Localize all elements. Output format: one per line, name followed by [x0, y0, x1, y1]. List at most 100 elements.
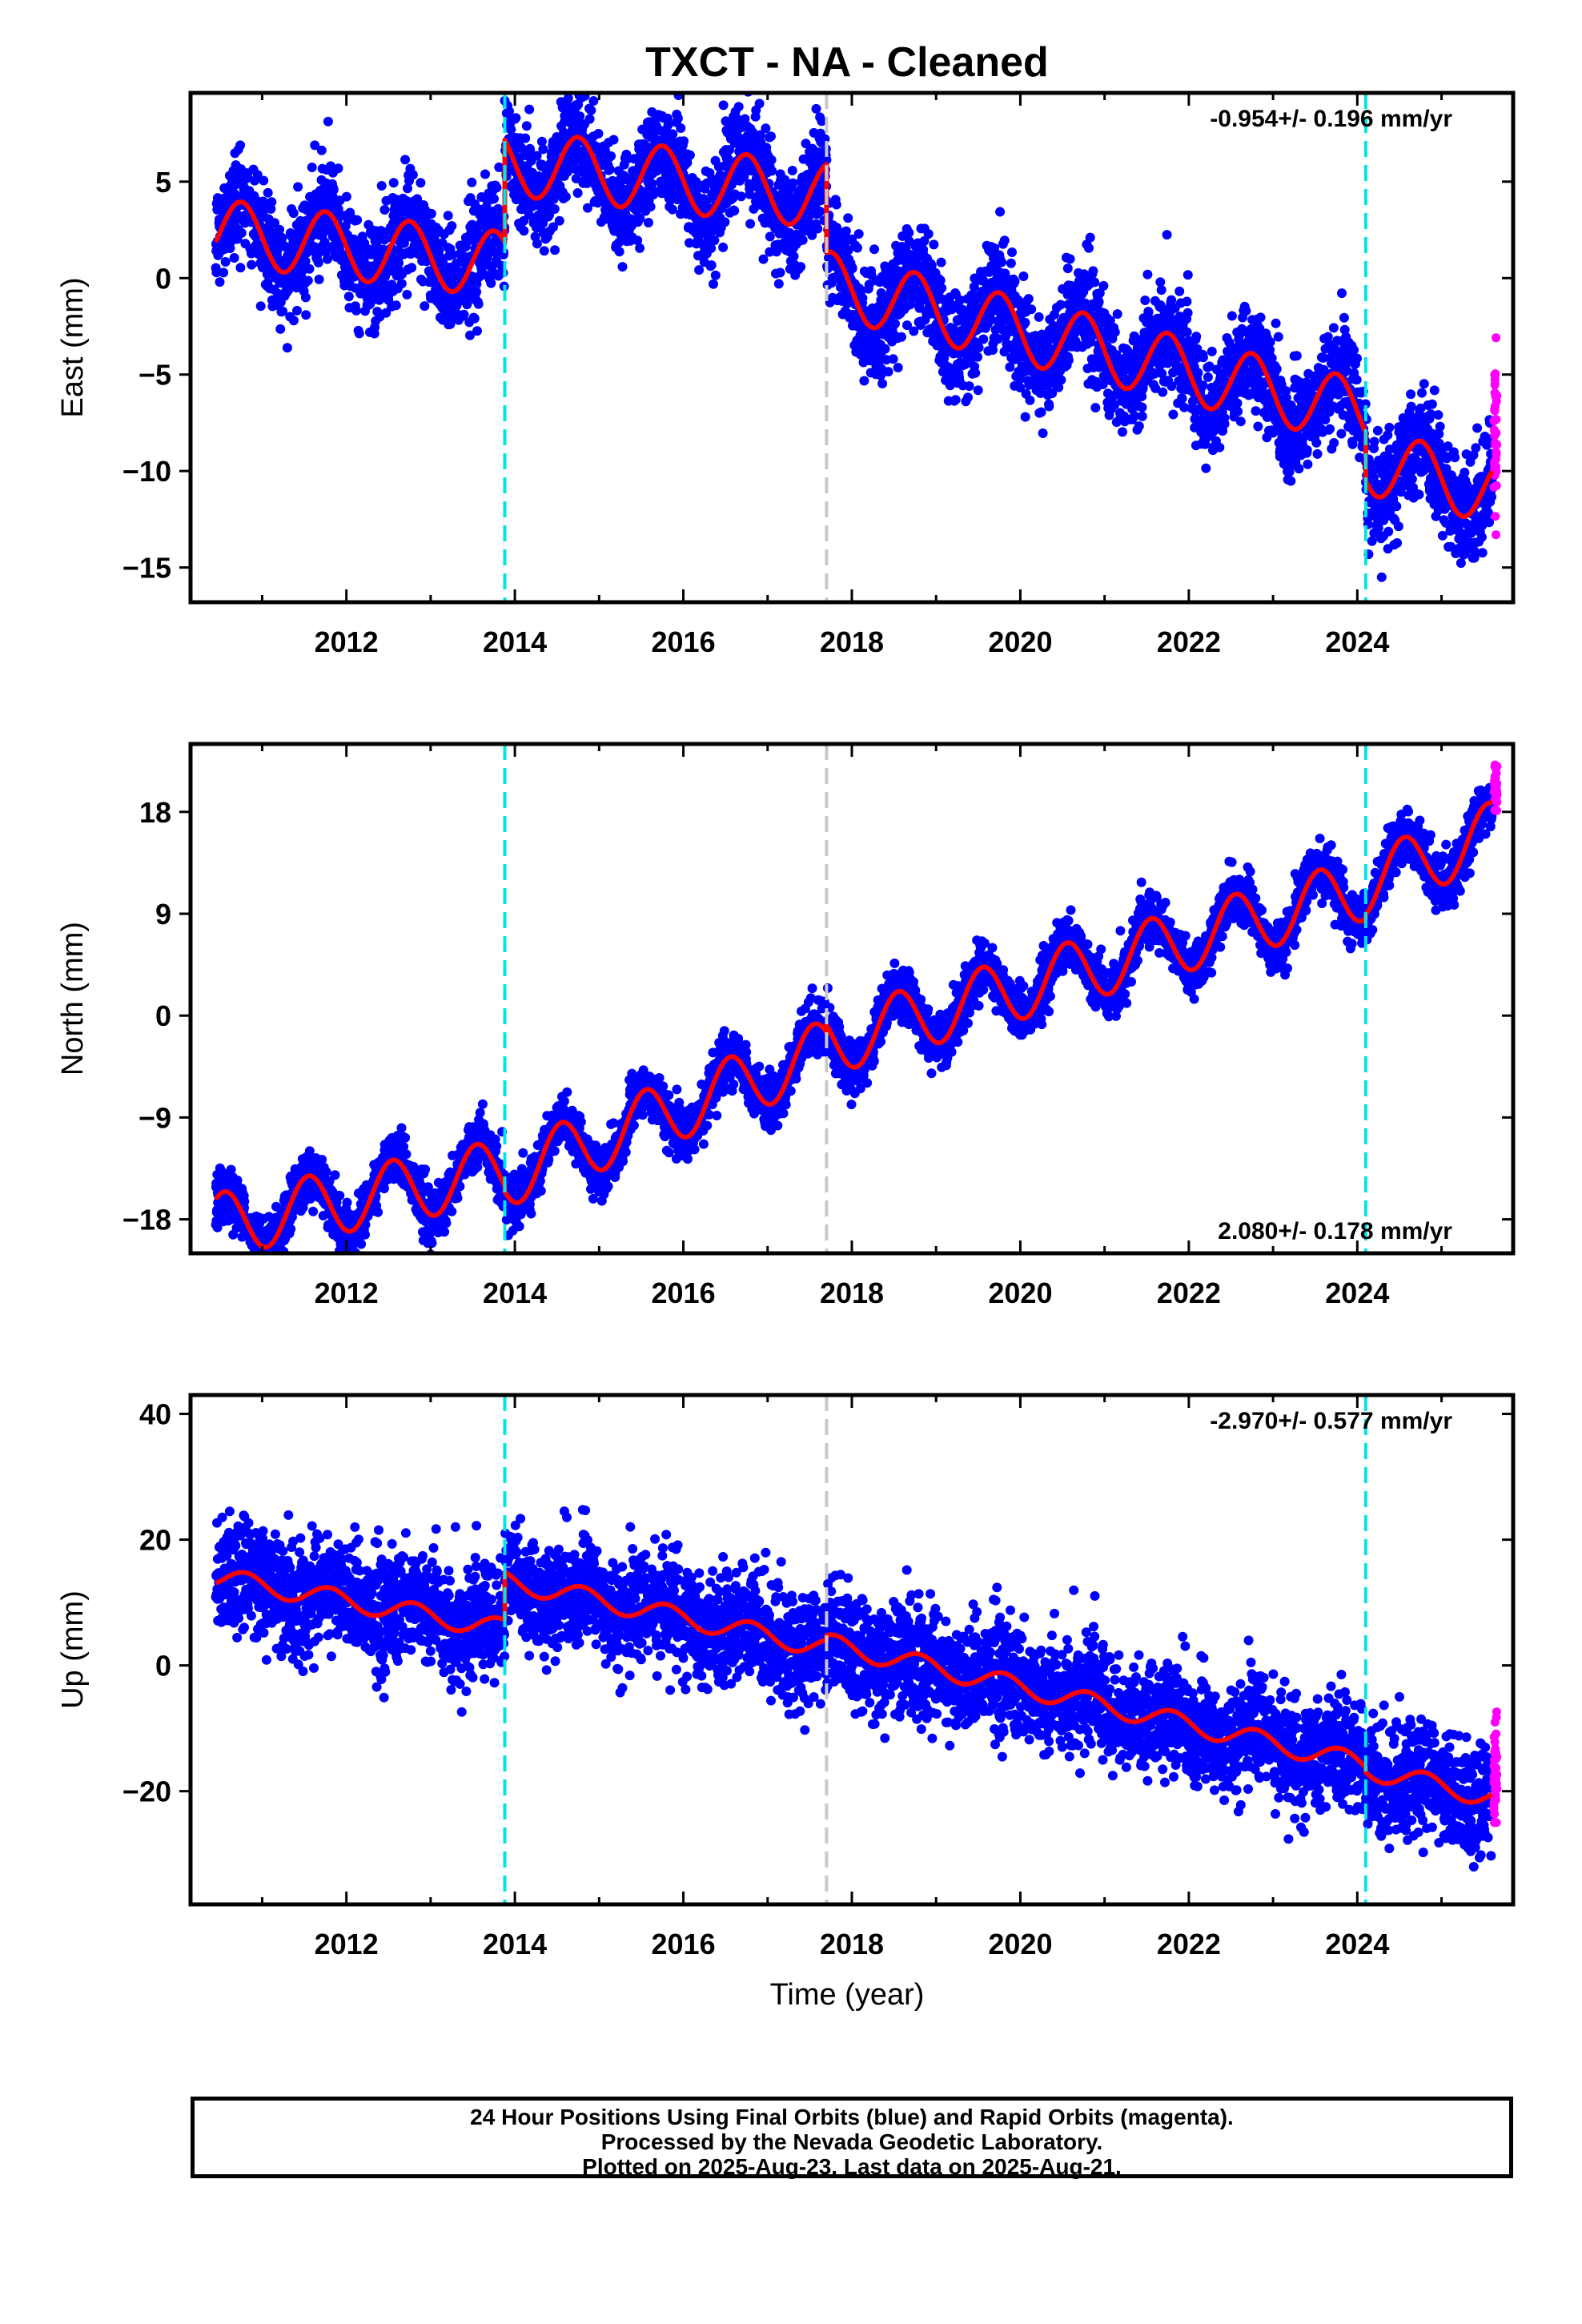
east-point: [323, 254, 332, 264]
east-point: [970, 368, 981, 378]
east-point: [817, 116, 827, 127]
east-point: [765, 247, 775, 257]
east-point: [811, 103, 821, 114]
east-point: [1038, 428, 1048, 438]
east-point: [426, 208, 436, 219]
east-point: [1271, 318, 1281, 328]
east-point: [548, 222, 558, 232]
east-point: [796, 262, 806, 272]
east-point: [668, 204, 677, 215]
east-point: [270, 218, 279, 228]
east-point: [345, 207, 355, 218]
east-point: [813, 223, 823, 234]
east-point: [973, 385, 983, 396]
east-point: [923, 229, 934, 239]
east-point: [926, 260, 937, 271]
east-point: [685, 238, 694, 248]
east-point: [275, 224, 285, 235]
east-point: [588, 96, 599, 106]
east-point: [524, 104, 535, 115]
east-point: [1155, 277, 1166, 287]
east-point: [993, 334, 1003, 344]
east-point: [935, 275, 946, 286]
east-point: [1094, 297, 1104, 308]
east-point: [736, 191, 746, 202]
east-point: [1204, 361, 1215, 372]
east-point: [300, 256, 311, 267]
east-point: [480, 169, 490, 179]
east-point: [1336, 428, 1347, 439]
east-point: [1391, 501, 1402, 512]
east-point: [663, 120, 673, 131]
east-point: [1339, 312, 1349, 323]
east-point: [789, 251, 799, 262]
east-point: [1241, 306, 1251, 316]
east-point: [473, 299, 484, 309]
east-point: [1360, 399, 1371, 409]
east-point: [869, 244, 879, 255]
east-point: [1203, 372, 1213, 382]
east-point: [1088, 266, 1098, 276]
east-point: [263, 187, 273, 198]
east-point: [235, 140, 246, 151]
east-point: [400, 155, 411, 165]
east-point: [831, 199, 841, 210]
east-point: [904, 227, 914, 238]
east-point: [857, 293, 868, 304]
east-point: [990, 243, 1000, 253]
east-point: [379, 205, 390, 215]
east-point: [761, 123, 771, 134]
east-point: [608, 135, 619, 145]
east-point: [1342, 366, 1352, 376]
east-point: [997, 257, 1007, 267]
east-point: [1383, 526, 1394, 537]
east-point: [1094, 288, 1105, 298]
east-point: [571, 174, 581, 183]
east-point: [820, 134, 830, 144]
east-point: [1034, 312, 1044, 322]
east-point: [883, 367, 893, 377]
east-point: [1207, 346, 1217, 356]
east-point: [815, 207, 825, 217]
east-point: [765, 231, 775, 242]
east-point: [219, 267, 229, 278]
east-point: [472, 326, 482, 336]
east-point: [354, 328, 364, 339]
east-point: [1044, 401, 1054, 412]
east-point: [511, 113, 521, 123]
east-point: [1156, 285, 1166, 296]
east-point: [1018, 271, 1029, 281]
east-point: [259, 175, 269, 186]
east-point: [1006, 258, 1016, 268]
east-point: [333, 163, 343, 174]
east-point: [229, 253, 239, 263]
east-point: [864, 279, 874, 290]
east-point: [718, 242, 729, 252]
east-point: [1291, 351, 1302, 361]
east-point: [919, 235, 930, 246]
east-point: [532, 239, 542, 249]
east-point: [255, 301, 266, 312]
east-point: [1055, 300, 1066, 310]
east-point: [293, 182, 303, 192]
east-point: [841, 226, 851, 236]
east-point: [1166, 381, 1177, 392]
east-point: [388, 178, 399, 188]
east-point: [890, 319, 900, 329]
east-point: [1174, 286, 1185, 296]
east-point: [766, 131, 776, 142]
east-point: [312, 249, 323, 259]
east-point: [1090, 403, 1101, 413]
east-point: [367, 296, 377, 306]
east-point: [391, 300, 401, 311]
east-point: [1349, 345, 1359, 355]
east-point: [520, 133, 531, 143]
east-point: [843, 213, 853, 223]
east-point: [1056, 375, 1066, 385]
east-point: [668, 129, 678, 139]
east-point: [767, 166, 777, 176]
east-point: [1105, 316, 1115, 326]
east-point: [725, 145, 735, 155]
east-point: [292, 305, 302, 316]
east-point: [459, 309, 469, 320]
